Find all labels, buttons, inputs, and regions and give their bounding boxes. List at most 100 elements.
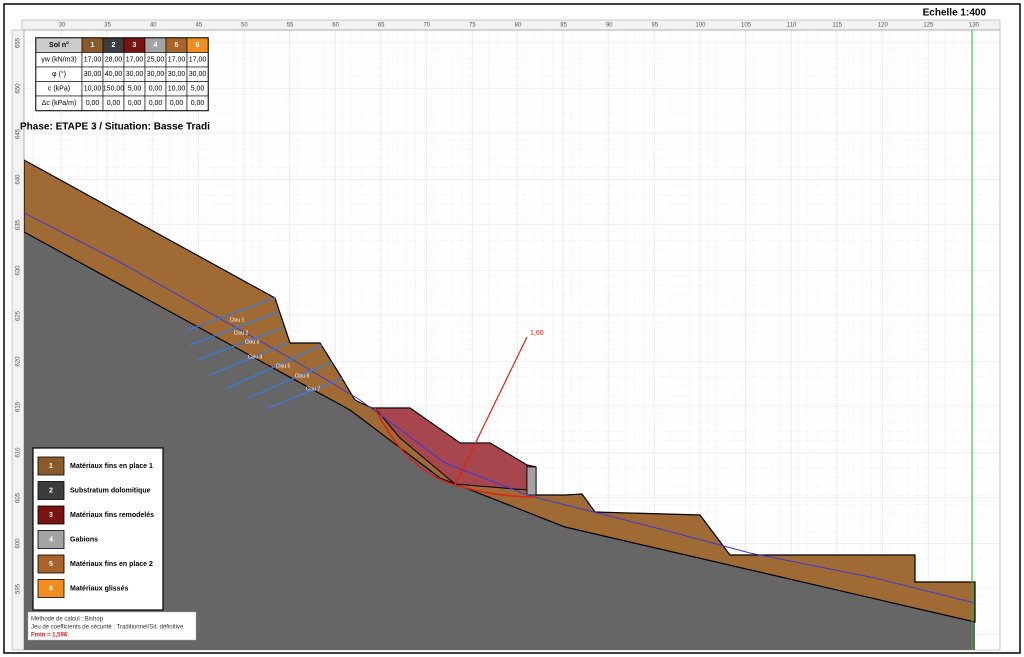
gabion (526, 466, 537, 496)
legend-swatch (37, 530, 65, 549)
legend-swatch (37, 481, 65, 500)
legend-label: Gabions (70, 536, 98, 543)
legend-label: Matériaux fins en place 2 (70, 561, 153, 568)
table-value: 10,00 (168, 86, 186, 93)
x-tick-label: 45 (195, 23, 202, 29)
substratum (24, 232, 975, 650)
legend-number: 3 (49, 512, 53, 519)
table-value: 0,00 (170, 100, 184, 107)
legend-label: Matériaux fins en place 1 (70, 463, 153, 470)
nail-label: Clou 5 (276, 363, 291, 369)
nail-label: Clou 7 (306, 386, 321, 392)
row-label: φ (°) (52, 70, 66, 78)
table-value: 0,00 (149, 86, 163, 93)
top-ruler (21, 19, 1001, 31)
nail-label: Clou 1 (230, 317, 245, 323)
y-tick-label: 655 (16, 37, 22, 48)
soil-number: 3 (133, 42, 137, 49)
table-value: 40,00 (105, 71, 123, 78)
soil-number: 2 (112, 42, 116, 49)
x-tick-label: 85 (560, 23, 567, 29)
radius-line (454, 336, 528, 486)
x-tick-label: 70 (423, 23, 430, 29)
legend-swatch (37, 554, 65, 574)
legend-label: Substratum dolomitique (70, 487, 151, 494)
x-tick-label: 40 (150, 23, 157, 29)
x-tick-label: 125 (923, 23, 934, 29)
legend-swatch (37, 456, 65, 476)
y-tick-label: 650 (16, 83, 22, 94)
table-value: 17,00 (84, 57, 102, 64)
y-tick-label: 605 (16, 492, 22, 503)
table-value: 17,00 (189, 57, 207, 64)
table-value: 30,00 (168, 71, 186, 78)
x-tick-label: 115 (832, 23, 842, 29)
x-tick-label: 60 (332, 23, 339, 29)
legend-number: 1 (49, 463, 53, 470)
legend-swatch (37, 579, 65, 598)
notes-box (27, 611, 197, 641)
legend-number: 5 (49, 561, 53, 568)
table-value: 0,00 (149, 100, 163, 107)
table-value: 30,00 (126, 71, 144, 78)
fmin-note: Fmin = 1,596 (31, 633, 68, 639)
table-value: 17,00 (168, 57, 186, 64)
table-value: 0,00 (86, 100, 100, 107)
nail-label: Clou 3 (245, 339, 260, 345)
x-tick-label: 35 (104, 23, 111, 29)
nail-label: Clou 6 (295, 373, 310, 379)
table-value: 5,00 (128, 86, 142, 93)
soil-number: 5 (175, 42, 179, 49)
table-value: 0,00 (191, 100, 205, 107)
x-tick-label: 50 (241, 23, 248, 29)
soil-number: 1 (91, 42, 95, 49)
y-tick-label: 630 (16, 265, 22, 276)
x-tick-label: 75 (469, 23, 476, 29)
nail-label: Clou 4 (248, 354, 263, 360)
x-tick-label: 100 (695, 23, 706, 29)
table-value: 30,00 (189, 71, 207, 78)
soil-number: 4 (154, 42, 158, 49)
table-value: 30,00 (147, 71, 165, 78)
x-tick-label: 120 (878, 23, 889, 29)
scale: Echelle 1:400 (923, 8, 987, 19)
value-cell (186, 95, 209, 111)
water-table (24, 212, 976, 604)
layer-1 (24, 159, 976, 623)
x-tick-label: 65 (378, 23, 385, 29)
y-tick-label: 615 (16, 401, 22, 412)
x-tick-label: 55 (287, 23, 294, 29)
y-tick-label: 600 (16, 538, 22, 549)
legend-number: 2 (49, 487, 53, 494)
table-value: 30,00 (84, 71, 102, 78)
y-tick-label: 610 (16, 447, 22, 458)
legend-number: 4 (49, 536, 53, 543)
phase: Phase: ETAPE 3 / Situation: Basse Tradi (20, 122, 210, 133)
y-tick-label: 595 (16, 583, 22, 594)
legend-number: 6 (49, 585, 53, 592)
legend-label: Matériaux fins remodelés (70, 512, 154, 519)
y-tick-label: 620 (16, 356, 22, 367)
critical-factor: 1,60 (530, 330, 544, 337)
table-header: Sol n° (49, 41, 69, 49)
legend-swatch (37, 505, 65, 525)
slip-circle (374, 407, 537, 498)
y-tick-label: 625 (16, 310, 22, 321)
nails (187, 297, 344, 409)
table-value: 5,00 (191, 86, 205, 93)
y-tick-label: 645 (16, 128, 22, 139)
table-value: 150,00 (103, 86, 125, 93)
row-label: c (kPa) (48, 86, 70, 93)
y-tick-label: 635 (16, 219, 22, 230)
x-tick-label: 105 (741, 23, 752, 29)
x-tick-label: 90 (606, 23, 613, 29)
soil-number: 6 (196, 42, 200, 49)
legend-label: Matériaux glissés (70, 585, 128, 592)
table-value: 10,00 (84, 86, 102, 93)
table-value: 17,00 (126, 57, 144, 64)
table-value: 0,00 (128, 100, 142, 107)
coefficients-note: Jeu de coefficients de sécurité : Tradit… (31, 625, 184, 631)
table-value: 25,00 (147, 57, 165, 64)
x-tick-label: 95 (651, 23, 658, 29)
